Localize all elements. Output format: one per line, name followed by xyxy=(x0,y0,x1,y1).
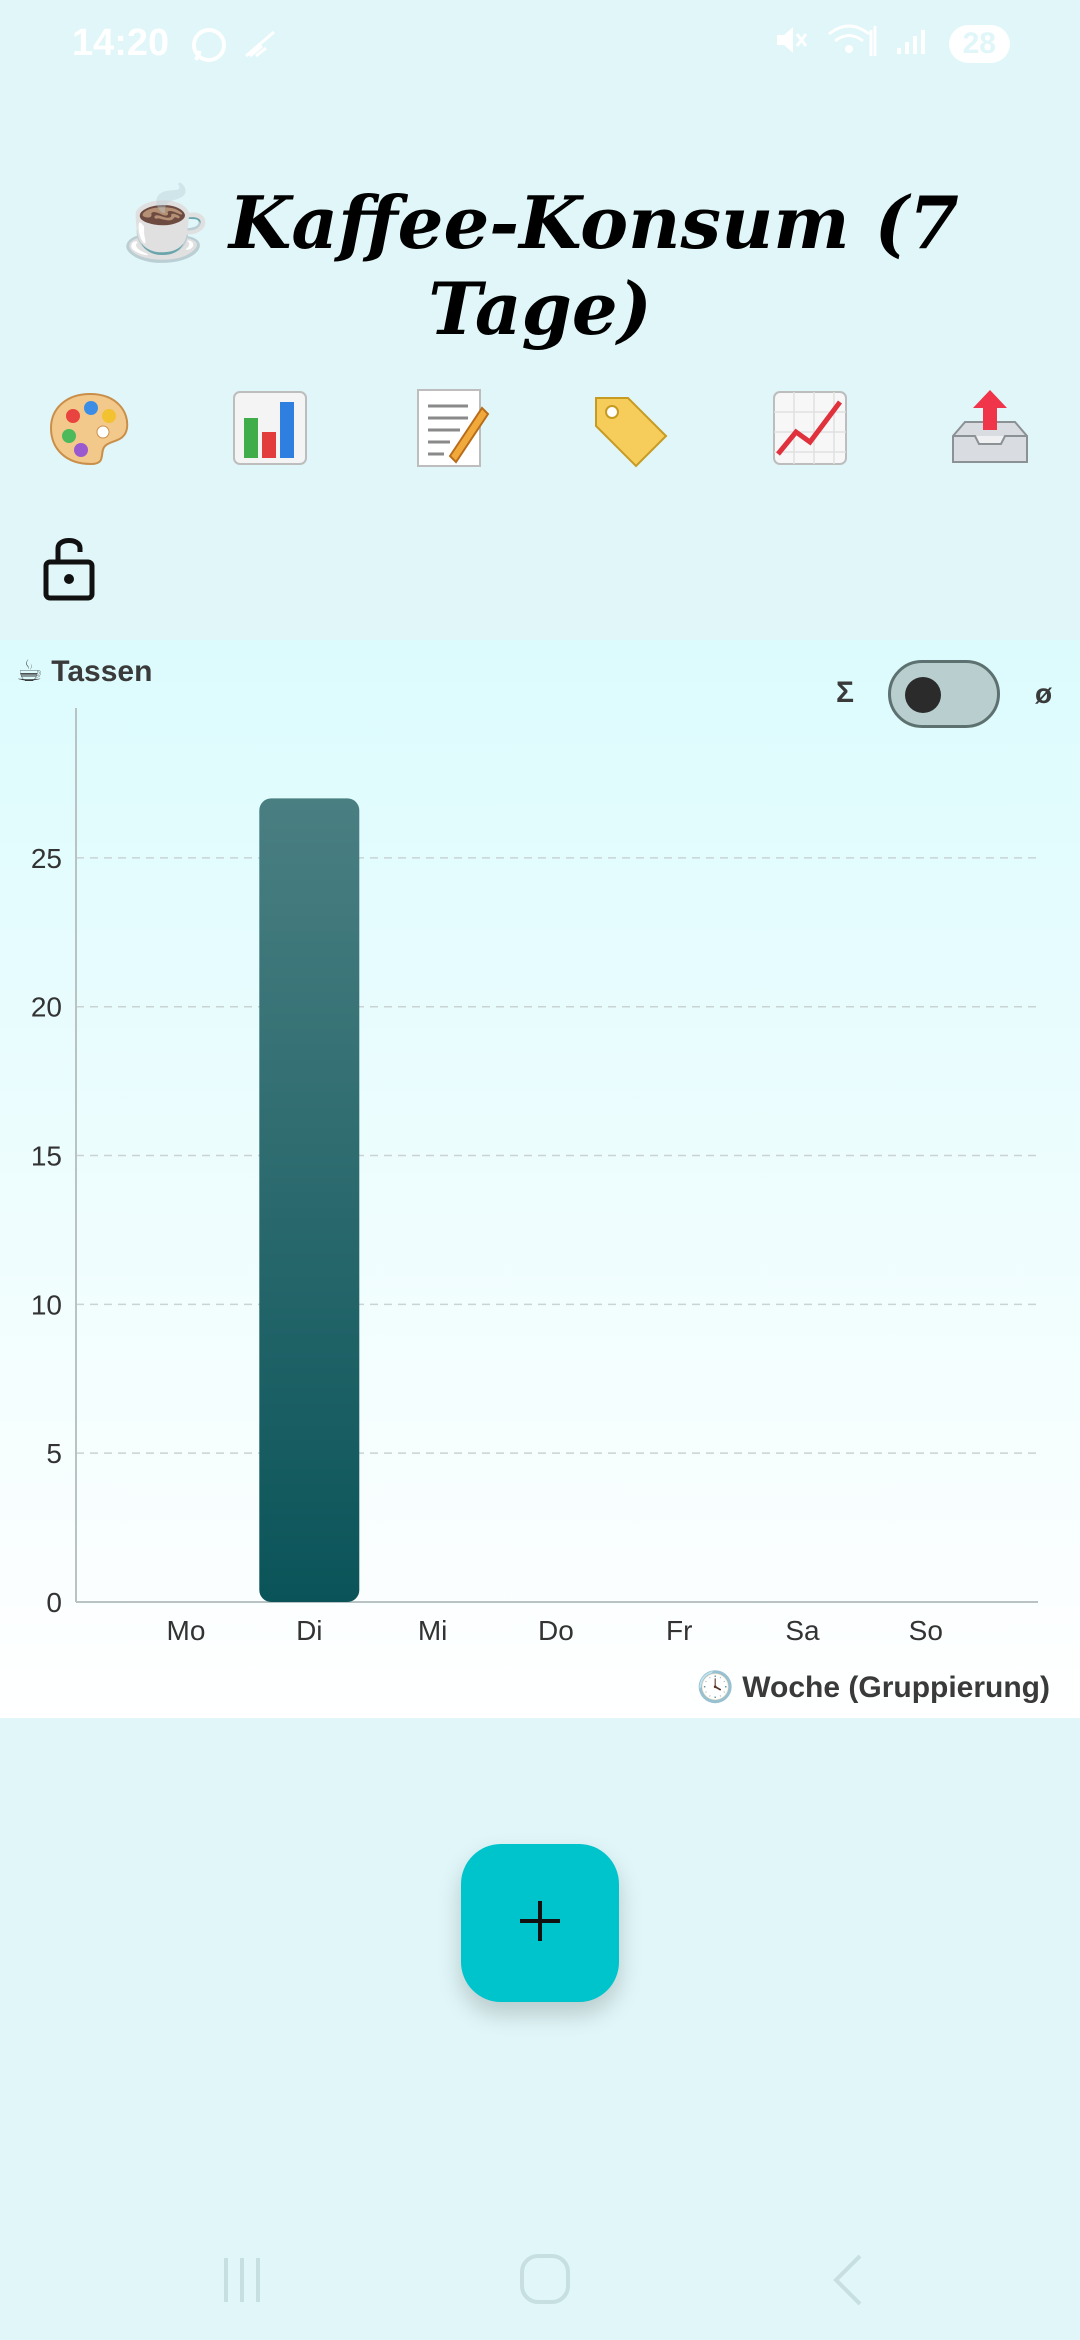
recent-apps-button[interactable] xyxy=(202,2250,282,2310)
tag-icon xyxy=(588,386,672,475)
outbox-icon xyxy=(947,386,1033,475)
y-tick-label: 10 xyxy=(31,1289,62,1320)
toggle-knob xyxy=(905,677,941,713)
chart-panel: ☕ Tassen Σ ø 0 5 10 15 20 25 Mo Di Mi Do Fr Sa So 🕓 … xyxy=(0,640,1080,1718)
sum-average-toggle[interactable] xyxy=(888,660,1000,728)
coffee-icon: ☕ xyxy=(121,180,211,265)
home-icon xyxy=(504,2254,584,2314)
back-button[interactable] xyxy=(808,2250,888,2310)
system-nav-bar xyxy=(0,2220,1080,2340)
y-axis-title: ☕ Tassen xyxy=(16,654,152,689)
toggle-average-label: ø xyxy=(1035,678,1053,709)
x-tick-label: Mi xyxy=(418,1615,448,1646)
battery-indicator: 28 xyxy=(948,25,1010,63)
y-tick-label: 15 xyxy=(31,1141,62,1172)
trend-chart-icon xyxy=(770,388,850,473)
x-tick-label: Mo xyxy=(167,1615,206,1646)
whatsapp-icon xyxy=(190,26,228,72)
lock-button[interactable] xyxy=(38,532,102,604)
x-tick-label: Fr xyxy=(666,1615,692,1646)
add-entry-button[interactable] xyxy=(461,1844,619,2002)
x-axis-title-text: Woche (Gruppierung) xyxy=(742,1670,1050,1704)
toolbar xyxy=(0,380,1080,480)
trend-button[interactable] xyxy=(760,380,860,480)
status-right-icons: 28 xyxy=(773,22,1010,66)
x-tick-label: Sa xyxy=(785,1615,820,1646)
palette-icon xyxy=(47,388,133,473)
page-title-text: Kaffee-Konsum (7 Tage) xyxy=(228,180,959,351)
notes-button[interactable] xyxy=(400,380,500,480)
toggle-sum-label: Σ xyxy=(836,676,855,709)
chart-type-button[interactable] xyxy=(220,380,320,480)
x-tick-label: Do xyxy=(538,1615,574,1646)
y-tick-label: 20 xyxy=(31,992,62,1023)
clock-icon: 🕓 xyxy=(696,1671,735,1704)
y-axis-title-text: Tassen xyxy=(51,655,153,688)
plus-icon xyxy=(516,1897,564,1950)
unlock-icon xyxy=(38,538,102,608)
wifi-icon xyxy=(827,22,877,66)
mute-icon xyxy=(773,22,809,66)
status-time: 14:20 xyxy=(72,22,170,64)
signal-off-icon xyxy=(242,26,278,72)
coffee-icon: ☕ xyxy=(16,655,43,688)
page-title: ☕ Kaffee-Konsum (7 Tage) xyxy=(0,180,1080,351)
x-axis-title: 🕓 Woche (Gruppierung) xyxy=(697,1670,1050,1705)
bar xyxy=(259,798,360,1602)
status-left-icons xyxy=(190,26,278,72)
x-tick-label: So xyxy=(909,1615,943,1646)
export-button[interactable] xyxy=(940,380,1040,480)
y-tick-label: 0 xyxy=(46,1587,62,1618)
bar-chart-icon xyxy=(230,388,310,473)
recent-apps-icon xyxy=(202,2258,282,2314)
tags-button[interactable] xyxy=(580,380,680,480)
y-tick-label: 25 xyxy=(31,843,62,874)
home-button[interactable] xyxy=(504,2250,584,2310)
x-tick-label: Di xyxy=(296,1615,322,1646)
status-bar: 14:20 28 xyxy=(0,0,1080,96)
memo-icon xyxy=(410,386,490,475)
bar-chart: 0 5 10 15 20 25 Mo Di Mi Do Fr Sa So xyxy=(31,708,1038,1646)
signal-icon xyxy=(895,22,931,66)
theme-button[interactable] xyxy=(40,380,140,480)
y-tick-label: 5 xyxy=(46,1438,62,1469)
back-icon xyxy=(808,2254,888,2314)
